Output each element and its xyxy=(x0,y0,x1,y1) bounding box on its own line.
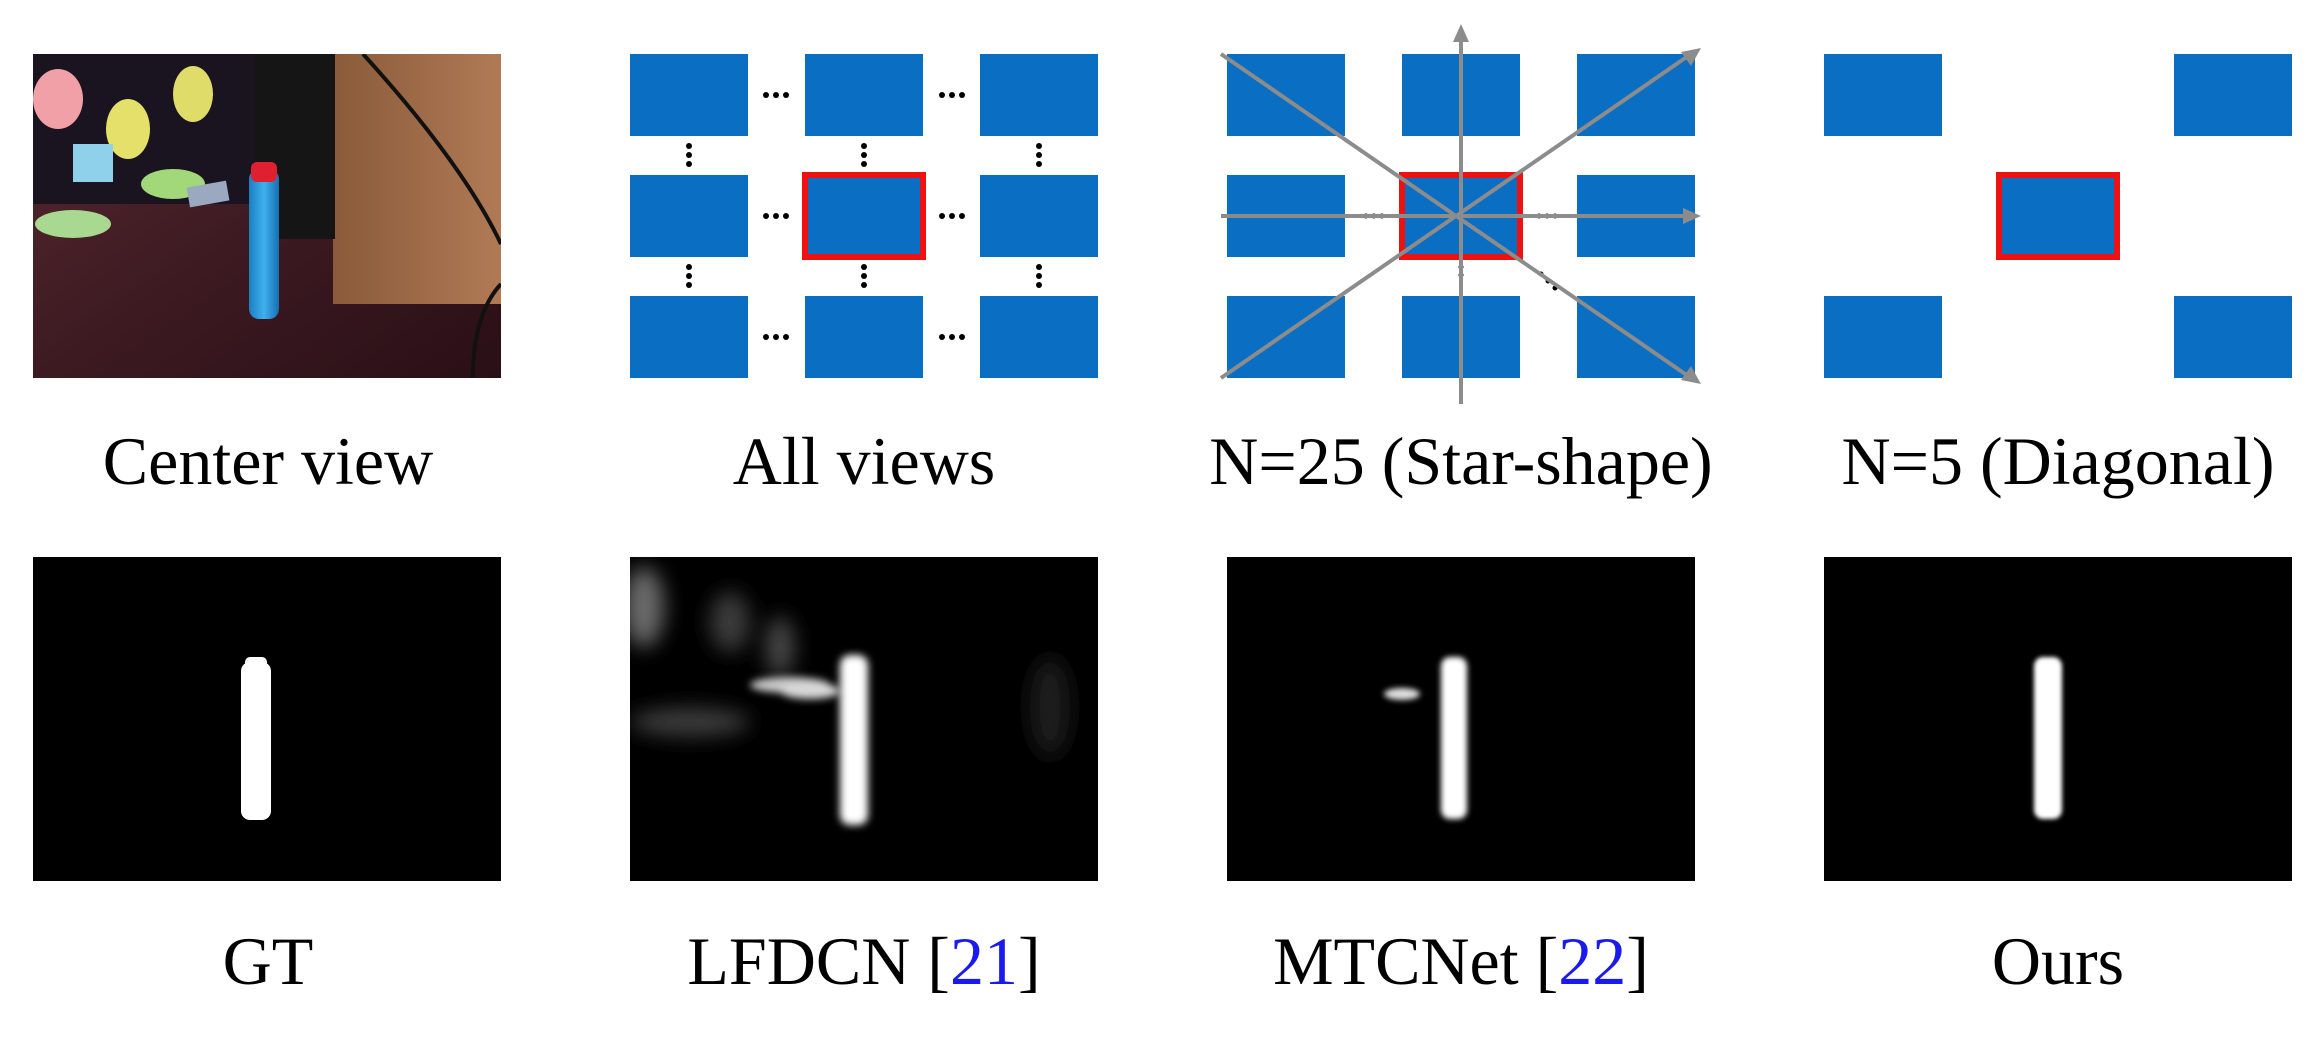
gt-saliency-map xyxy=(33,557,501,881)
center-view-image xyxy=(33,54,501,378)
diagonal-diagram xyxy=(1824,54,2292,378)
citation-link-22[interactable]: 22 xyxy=(1558,923,1627,999)
caption-all-views: All views xyxy=(732,423,996,499)
mtcnet-saliency-map xyxy=(1227,557,1695,881)
caption-star-shape: N=25 (Star-shape) xyxy=(1209,423,1713,499)
ours-saliency-map xyxy=(1824,557,2292,881)
caption-center-view: Center view xyxy=(102,423,434,499)
lfdcn-saliency-map xyxy=(630,557,1098,881)
caption-diagonal: N=5 (Diagonal) xyxy=(1841,423,2275,499)
caption-lfdcn: LFDCN [21] xyxy=(687,923,1041,999)
caption-gt: GT xyxy=(222,923,314,999)
caption-ours: Ours xyxy=(1991,923,2125,999)
caption-mtcnet: MTCNet [22] xyxy=(1273,923,1649,999)
citation-link-21[interactable]: 21 xyxy=(949,923,1018,999)
all-views-diagram xyxy=(630,54,1098,378)
star-shape-diagram xyxy=(1219,24,1701,404)
